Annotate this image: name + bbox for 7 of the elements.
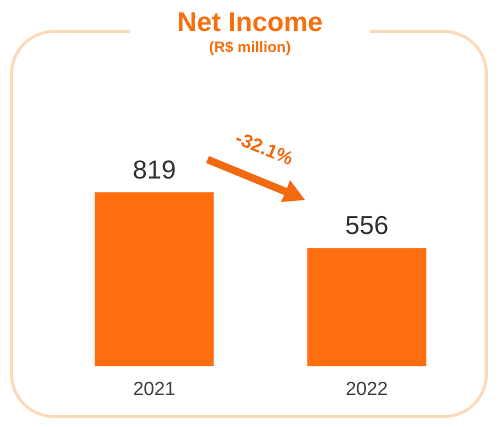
data-label: 819: [132, 154, 176, 184]
x-tick-label: 2021: [133, 378, 176, 400]
text: -32.1%: [232, 128, 296, 171]
chart-title: Net Income: [176, 6, 324, 38]
x-tick-label: 2022: [346, 378, 388, 400]
data-label: 556: [345, 210, 388, 240]
chart-subtitle: (R$ million): [208, 38, 292, 58]
